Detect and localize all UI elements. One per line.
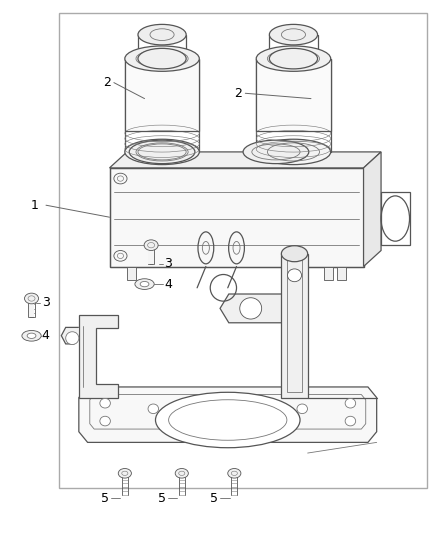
Text: 5: 5: [210, 492, 218, 505]
Bar: [110, 168, 364, 266]
Polygon shape: [79, 315, 118, 398]
Bar: [59, 13, 427, 488]
Ellipse shape: [66, 332, 79, 344]
Ellipse shape: [125, 46, 199, 71]
Ellipse shape: [100, 399, 110, 408]
Bar: [125, 59, 199, 131]
Ellipse shape: [287, 269, 301, 281]
Ellipse shape: [138, 25, 186, 45]
Bar: [125, 59, 199, 131]
Text: 2: 2: [234, 87, 242, 100]
Bar: [29, 298, 34, 317]
Polygon shape: [79, 387, 377, 442]
Bar: [286, 259, 302, 392]
Ellipse shape: [345, 416, 356, 426]
Ellipse shape: [175, 469, 188, 478]
Text: 1: 1: [31, 199, 39, 212]
Text: 5: 5: [101, 492, 109, 505]
Bar: [281, 254, 307, 398]
Ellipse shape: [140, 281, 149, 287]
Ellipse shape: [228, 469, 241, 478]
Bar: [148, 245, 154, 264]
Ellipse shape: [240, 298, 261, 319]
Ellipse shape: [281, 246, 307, 262]
Bar: [127, 266, 136, 280]
Ellipse shape: [135, 279, 154, 289]
Polygon shape: [61, 327, 79, 344]
Bar: [337, 266, 346, 280]
Ellipse shape: [155, 392, 300, 448]
Ellipse shape: [118, 469, 131, 478]
Polygon shape: [364, 152, 381, 266]
Polygon shape: [110, 152, 381, 168]
Ellipse shape: [22, 330, 41, 341]
Ellipse shape: [125, 139, 199, 165]
Ellipse shape: [269, 25, 318, 45]
Ellipse shape: [27, 333, 36, 338]
Ellipse shape: [297, 404, 307, 414]
Text: 2: 2: [103, 76, 111, 89]
Bar: [256, 59, 331, 131]
Ellipse shape: [100, 416, 110, 426]
Text: 3: 3: [164, 257, 172, 270]
Ellipse shape: [269, 49, 318, 69]
Ellipse shape: [148, 404, 159, 414]
Text: 4: 4: [42, 329, 49, 342]
Bar: [256, 59, 331, 131]
Ellipse shape: [144, 240, 158, 251]
Ellipse shape: [138, 49, 186, 69]
Text: 4: 4: [164, 278, 172, 290]
Ellipse shape: [129, 140, 195, 164]
Ellipse shape: [256, 46, 331, 71]
Polygon shape: [220, 294, 281, 323]
Ellipse shape: [345, 399, 356, 408]
Text: 5: 5: [158, 492, 166, 505]
Ellipse shape: [25, 293, 39, 304]
Ellipse shape: [243, 140, 309, 164]
Bar: [110, 168, 364, 266]
Bar: [324, 266, 333, 280]
Text: 3: 3: [42, 296, 49, 309]
Bar: [381, 192, 410, 245]
Ellipse shape: [256, 139, 331, 165]
